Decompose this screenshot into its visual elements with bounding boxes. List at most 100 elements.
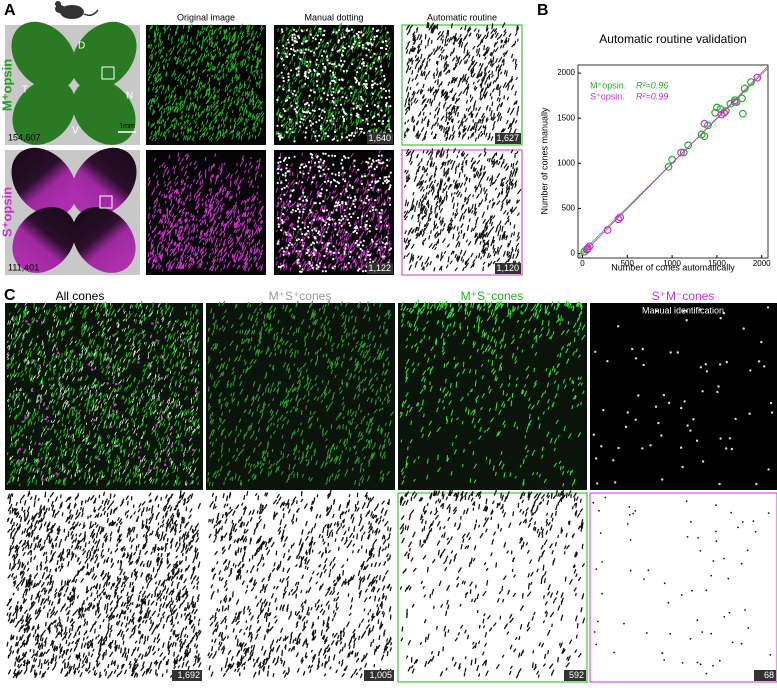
point (730, 98, 739, 106)
image (590, 303, 777, 490)
row-label: S⁺opsin (0, 187, 14, 237)
retina (11, 147, 137, 273)
point (677, 148, 685, 157)
texture (6, 489, 202, 679)
texture (207, 489, 393, 679)
point (585, 242, 594, 251)
point (738, 94, 746, 103)
x-tick-label: 1000 (663, 259, 681, 268)
texture (403, 22, 520, 142)
texture (399, 489, 586, 679)
legend-label: S⁺opsin. (590, 91, 625, 101)
point (700, 119, 709, 128)
orientation: V (72, 126, 79, 137)
image (146, 150, 266, 275)
column-header: M⁺S⁺cones (269, 289, 332, 303)
texture (399, 299, 586, 487)
count-badge (172, 670, 202, 681)
roi-box (99, 195, 113, 209)
y-tick-label: 1500 (557, 113, 575, 122)
column-header: Original image (177, 12, 235, 22)
image (397, 492, 588, 683)
count-badge (495, 263, 521, 274)
count-badge (564, 670, 586, 681)
column-header: Manual dotting (304, 12, 363, 22)
count-label: 1,120 (496, 263, 519, 273)
count-badge (367, 263, 393, 274)
texture (592, 496, 772, 675)
point (668, 155, 677, 164)
panel-label: C (4, 287, 16, 304)
point (684, 141, 693, 150)
count-badge (495, 133, 521, 144)
texture (276, 152, 392, 273)
y-tick-label: 2000 (557, 68, 575, 77)
layer (5, 22, 777, 683)
texture (6, 300, 201, 487)
point (603, 226, 612, 234)
image (589, 492, 777, 683)
row-label: M⁺opsin (0, 59, 14, 111)
point (679, 148, 688, 157)
point (753, 73, 762, 82)
legend-r2: R²=0.96 (636, 80, 668, 90)
point (747, 78, 755, 87)
x-tick-label: 0 (580, 259, 585, 268)
count-label: 68 (764, 670, 774, 680)
retina-count: 111,401 (8, 262, 39, 272)
x-tick-label: 500 (621, 259, 635, 268)
point (614, 215, 623, 224)
mouse-icon (55, 1, 99, 19)
point (720, 108, 728, 117)
point (583, 244, 592, 252)
count-badge (364, 670, 394, 681)
legend-r2: R²=0.99 (636, 91, 668, 101)
orientation: T (22, 85, 28, 96)
count-label: 592 (569, 670, 584, 680)
roi-box (101, 66, 115, 80)
point (740, 84, 749, 93)
count-label: 1,627 (496, 133, 519, 143)
point (739, 109, 747, 118)
scale-label: 1mm (119, 123, 135, 130)
x-axis-label: Number of cones automatically (611, 262, 735, 272)
texture (592, 306, 774, 486)
x-tick-label: 2000 (753, 259, 771, 268)
count-badge (367, 133, 393, 144)
count-label: 1,122 (368, 263, 391, 273)
texture (276, 27, 392, 144)
fit-line (578, 65, 768, 258)
y-tick-label: 0 (571, 249, 576, 258)
plot-area (578, 65, 768, 258)
annotation: Manual identification (642, 305, 724, 315)
chart-title: Automatic routine validation (599, 32, 746, 46)
y-axis-label: Number of cones manually (539, 107, 549, 215)
x-tick-label: 1500 (708, 259, 726, 268)
retina-count: 154,607 (8, 132, 41, 142)
texture (207, 299, 395, 487)
count-label: 1,692 (177, 670, 200, 680)
texture (147, 152, 264, 272)
texture (6, 300, 201, 486)
point (664, 163, 673, 171)
orientation: D (78, 41, 85, 52)
count-label: 1,640 (368, 133, 391, 143)
y-tick-label: 1000 (557, 158, 575, 167)
column-header: S⁺M⁻cones (652, 289, 715, 303)
column-header: Automatic routine (427, 12, 497, 22)
image (206, 493, 395, 682)
panel-label: A (4, 2, 16, 19)
count-badge (754, 670, 776, 681)
count-label: 1,005 (369, 670, 392, 680)
point (700, 132, 709, 141)
panel-label: B (537, 2, 549, 19)
texture (275, 22, 392, 142)
point (616, 213, 625, 222)
column-header: All cones (56, 289, 105, 303)
orientation: N (126, 91, 133, 102)
column-header: M⁺S⁻cones (461, 289, 524, 303)
legend-label: M⁺opsin. (590, 80, 626, 90)
retina (11, 21, 137, 145)
texture (17, 319, 198, 481)
